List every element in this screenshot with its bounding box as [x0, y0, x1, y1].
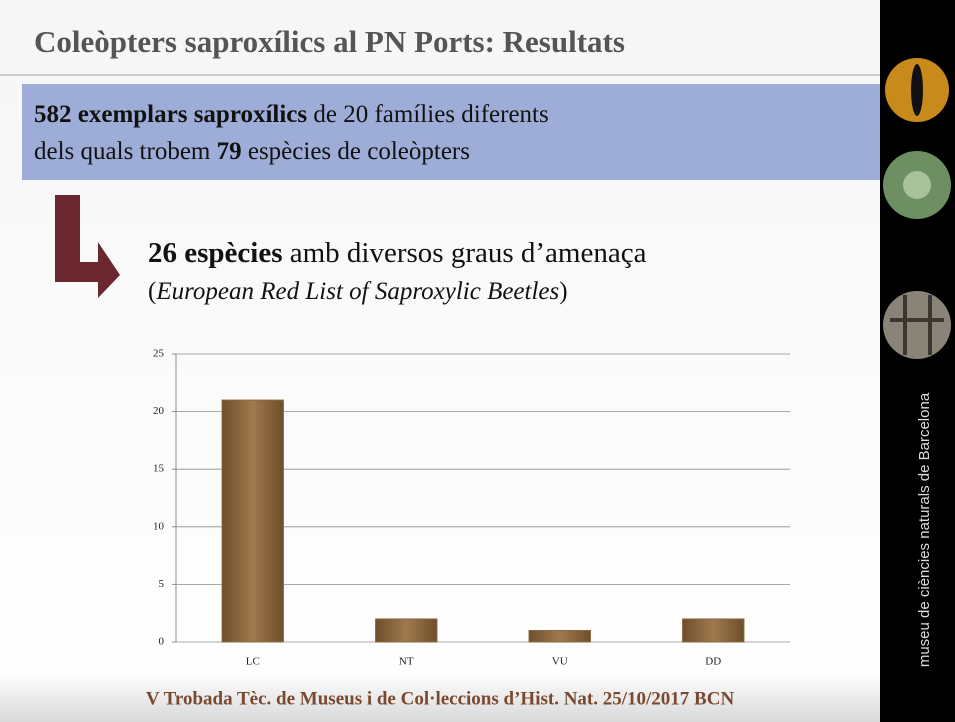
shell-icon: [883, 291, 951, 359]
x-tick-label: DD: [705, 656, 721, 668]
subtitle: 26 espècies amb diversos graus d’amenaça: [148, 237, 647, 269]
title: Coleòpters saproxílics al PN Ports: Resu…: [34, 24, 625, 59]
bar: [529, 630, 590, 642]
subtitle-text: amb diversos graus d’amenaça: [283, 237, 647, 269]
paren: (: [148, 278, 156, 305]
x-tick-label: NT: [399, 656, 414, 668]
y-tick-label: 15: [153, 463, 165, 475]
x-tick-label: VU: [552, 656, 568, 668]
x-tick-label: LC: [246, 656, 260, 668]
paren: ): [559, 278, 567, 305]
subtitle-2: (European Red List of Saproxylic Beetles…: [148, 278, 568, 305]
summary-bold: 582 exemplars saproxílics: [34, 101, 307, 128]
y-tick-label: 5: [159, 578, 165, 590]
y-tick-label: 20: [153, 405, 165, 417]
summary-box: [22, 84, 880, 180]
summary-line: dels quals trobem 79 espècies de coleòpt…: [34, 138, 470, 165]
slide: museu de ciències naturals de Barcelona …: [0, 0, 955, 722]
y-tick-label: 0: [159, 636, 165, 648]
sidebar-text: museu de ciències naturals de Barcelona: [916, 392, 933, 667]
bar: [376, 619, 437, 642]
y-tick-label: 25: [153, 348, 165, 360]
subtitle-italic: European Red List of Saproxylic Beetles: [155, 278, 559, 305]
summary-text: dels quals trobem: [34, 138, 217, 165]
bar: [222, 400, 283, 642]
y-tick-label: 10: [153, 520, 165, 532]
footer: V Trobada Tèc. de Museus i de Col·leccio…: [146, 688, 735, 709]
succulent-center: [903, 171, 931, 199]
summary-text: de 20 famílies diferents: [307, 101, 549, 128]
summary-text: espècies de coleòpters: [242, 138, 470, 165]
summary-line: 582 exemplars saproxílics de 20 famílies…: [34, 101, 549, 128]
summary-bold: 79: [217, 138, 242, 165]
subtitle-bold: 26 espècies: [148, 237, 283, 269]
eye-pupil: [911, 64, 923, 116]
page: museu de ciències naturals de Barcelona …: [0, 0, 955, 722]
bar: [683, 619, 744, 642]
